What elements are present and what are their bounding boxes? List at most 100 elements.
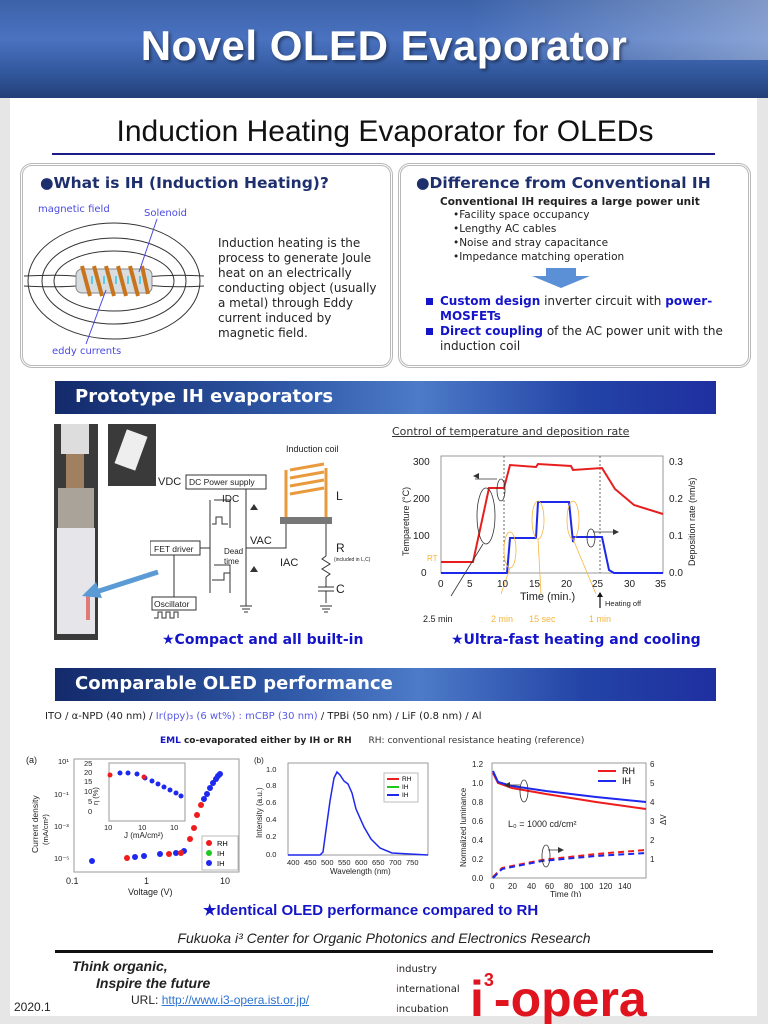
svg-text:0.0: 0.0	[266, 850, 276, 859]
difference-title: ●Difference from Conventional IH	[416, 174, 711, 192]
svg-text:Dead: Dead	[224, 547, 243, 556]
solenoid-label: Solenoid	[144, 208, 187, 219]
title-banner	[0, 0, 768, 98]
svg-text:DC Power supply: DC Power supply	[189, 477, 255, 487]
svg-text:Time (h): Time (h)	[550, 889, 581, 897]
svg-text:20: 20	[508, 882, 517, 891]
svg-text:120: 120	[599, 882, 613, 891]
svg-text:2.5 min: 2.5 min	[423, 614, 453, 624]
svg-text:10¹: 10¹	[58, 757, 69, 766]
svg-text:500: 500	[321, 858, 334, 867]
el-spectrum-chart: (b) 0.0 0.2 0.4 0.6 0.8 1.0 400 450 500 550 600 65…	[254, 756, 429, 876]
svg-text:IH: IH	[622, 776, 631, 786]
prototype-section-header: Prototype IH evaporators	[55, 381, 716, 414]
svg-text:750: 750	[406, 858, 419, 867]
svg-text:10: 10	[104, 823, 112, 832]
solution-list: Custom design inverter circuit with powe…	[424, 294, 724, 354]
svg-text:35: 35	[655, 579, 667, 590]
svg-text:100: 100	[413, 531, 430, 542]
svg-text:15: 15	[84, 777, 92, 786]
svg-text:0.4: 0.4	[266, 815, 276, 824]
i3-opera-logo: i3-opera	[470, 970, 647, 1024]
solution-item: Custom design inverter circuit with powe…	[424, 294, 724, 324]
footer-divider	[55, 950, 713, 953]
date-label: 2020.1	[14, 1000, 51, 1014]
svg-text:(b): (b)	[254, 756, 264, 765]
svg-text:10⁻¹: 10⁻¹	[54, 790, 69, 799]
svg-text:Deposition rate (nm/s): Deposition rate (nm/s)	[687, 477, 697, 566]
svg-text:4: 4	[650, 798, 655, 807]
svg-text:IH: IH	[402, 784, 409, 791]
svg-text:J (mA/cm²): J (mA/cm²)	[124, 831, 163, 840]
pointer-arrow-icon	[82, 569, 159, 598]
svg-text:80: 80	[564, 882, 573, 891]
svg-text:0.0: 0.0	[472, 874, 484, 883]
svg-text:IDC: IDC	[222, 494, 239, 505]
svg-text:L: L	[336, 489, 343, 503]
svg-text:Voltage (V): Voltage (V)	[128, 887, 173, 897]
svg-text:(a): (a)	[26, 755, 37, 765]
svg-text:5: 5	[467, 579, 473, 590]
svg-text:IH: IH	[217, 859, 225, 868]
svg-text:0.1: 0.1	[66, 876, 79, 886]
svg-text:L₀ = 1000 cd/cm²: L₀ = 1000 cd/cm²	[508, 819, 577, 829]
svg-text:550: 550	[338, 858, 351, 867]
svg-text:10: 10	[220, 876, 230, 886]
svg-text:10: 10	[84, 787, 92, 796]
what-is-ih-title: ●What is IH (Induction Heating)?	[40, 174, 329, 192]
svg-text:Normalized luminance: Normalized luminance	[459, 787, 468, 867]
svg-text:1.0: 1.0	[472, 779, 484, 788]
magnetic-field-label: magnetic field	[38, 204, 110, 215]
difference-box	[398, 163, 751, 368]
svg-text:η (%): η (%)	[91, 787, 100, 805]
url-line: URL: http://www.i3-opera.ist.or.jp/	[131, 993, 310, 1007]
svg-text:0: 0	[88, 807, 92, 816]
svg-text:Heating off: Heating off	[605, 599, 642, 608]
svg-text:Intensity (a.u.): Intensity (a.u.)	[255, 787, 264, 838]
svg-text:450: 450	[304, 858, 317, 867]
svg-text:0: 0	[438, 579, 444, 590]
svg-text:Tempareture (°C): Tempareture (°C)	[401, 487, 411, 556]
svg-text:VAC: VAC	[250, 535, 272, 547]
svg-text:Time (min.): Time (min.)	[520, 591, 575, 603]
website-link[interactable]: http://www.i3-opera.ist.or.jp/	[161, 993, 310, 1007]
svg-text:650: 650	[372, 858, 385, 867]
svg-text:700: 700	[389, 858, 402, 867]
svg-text:Current density: Current density	[30, 795, 40, 853]
svg-text:RH: RH	[622, 766, 635, 776]
solution-item: Direct coupling of the AC power unit wit…	[424, 324, 724, 354]
svg-text:400: 400	[287, 858, 300, 867]
lifetime-chart: 0.0 0.2 0.4 0.6 0.8 1.0 1.2 1 2 3 4 5 6 0 20 40 60 80 10…	[459, 760, 668, 897]
svg-text:C: C	[336, 582, 345, 596]
svg-text:(mA/cm²): (mA/cm²)	[41, 814, 50, 845]
svg-text:(included in L,C): (included in L,C)	[334, 557, 371, 563]
issue-item: •Noise and stray capacitance	[453, 237, 609, 249]
svg-text:IAC: IAC	[280, 557, 298, 569]
svg-text:3: 3	[650, 817, 655, 826]
svg-text:25: 25	[84, 759, 92, 768]
svg-text:0.8: 0.8	[266, 781, 276, 790]
eml-note: EML co-evaporated either by IH or RH RH:…	[160, 736, 585, 746]
svg-text:time: time	[224, 557, 240, 566]
page-subtitle: Induction Heating Evaporator for OLEDs	[116, 115, 654, 148]
svg-text:0: 0	[421, 568, 427, 579]
logo-words: industry international incubation	[396, 964, 460, 1015]
difference-heading: Conventional IH requires a large power u…	[440, 196, 700, 208]
svg-text:10⁻⁵: 10⁻⁵	[54, 854, 69, 863]
svg-text:6: 6	[650, 760, 655, 769]
svg-text:2 min: 2 min	[491, 614, 513, 624]
svg-text:1.2: 1.2	[472, 760, 484, 769]
svg-text:0.0: 0.0	[669, 568, 683, 579]
issues-list: •Facility space occupancy •Lengthy AC ca…	[453, 208, 624, 264]
svg-text:10⁻³: 10⁻³	[54, 822, 69, 831]
svg-text:30: 30	[624, 579, 636, 590]
svg-text:25: 25	[592, 579, 604, 590]
subtitle-underline	[52, 153, 715, 155]
svg-text:FET driver: FET driver	[154, 544, 194, 554]
square-bullet-icon	[426, 298, 433, 305]
svg-text:15 sec: 15 sec	[529, 614, 556, 624]
svg-text:VDC: VDC	[158, 476, 181, 488]
slogan: Think organic, Inspire the future	[72, 958, 211, 991]
svg-text:RH: RH	[402, 776, 412, 783]
